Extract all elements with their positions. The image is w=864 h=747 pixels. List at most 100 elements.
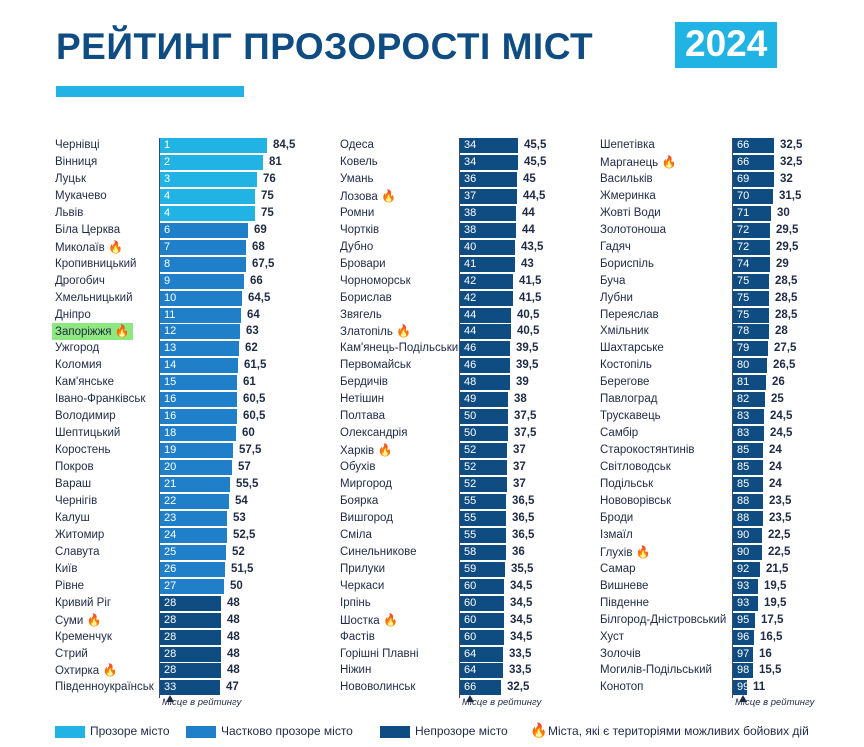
city-row: Київ 26 51,5 [55, 561, 300, 578]
score-bar [460, 647, 503, 662]
score-label: 28,5 [775, 275, 798, 287]
rank-label: 75 [737, 292, 750, 304]
city-row: Вінниця 2 81 [55, 154, 300, 171]
score-bar [160, 308, 241, 323]
city-label: Мукачево [55, 190, 107, 202]
city-label: Одеса [340, 139, 374, 151]
city-row: Самар 92 21,5 [600, 561, 864, 578]
city-row: Вишневе 93 19,5 [600, 578, 864, 595]
city-label: Кам'янець-Подільський [340, 342, 465, 354]
city-row: Вишгород 55 36,5 [340, 510, 600, 527]
rank-label: 33 [164, 681, 177, 693]
score-bar [733, 341, 768, 356]
score-label: 39,5 [516, 359, 539, 371]
city-row: Луцьк 3 76 [55, 171, 300, 188]
score-bar [460, 528, 506, 543]
score-bar [733, 155, 774, 170]
city-row: Подільськ 85 24 [600, 476, 864, 493]
rank-label: 78 [737, 325, 750, 337]
city-label: Коростень [55, 444, 111, 456]
city-row: Броди 88 23,5 [600, 510, 864, 527]
city-row: Калуш 23 53 [55, 510, 300, 527]
score-bar [160, 579, 224, 594]
score-label: 32 [780, 173, 793, 185]
city-row: Хмельницький 10 64,5 [55, 290, 300, 307]
fire-icon: 🔥 [377, 189, 397, 203]
city-row: Звягель 44 40,5 [340, 307, 600, 324]
score-label: 48 [227, 631, 240, 643]
score-bar [460, 138, 518, 153]
city-label: Берегове [600, 376, 650, 388]
rank-label: 66 [737, 156, 750, 168]
city-label: Жмеринка [600, 190, 656, 202]
rank-label: 34 [464, 139, 477, 151]
city-row: Кривий Ріг 28 48 [55, 595, 300, 612]
score-bar [460, 460, 507, 475]
city-row: Чортків 38 44 [340, 222, 600, 239]
city-row: Чернігів 22 54 [55, 493, 300, 510]
rank-label: 96 [737, 631, 750, 643]
score-label: 60,5 [243, 410, 266, 422]
city-row: Жовті Води 71 30 [600, 205, 864, 222]
score-label: 60 [242, 427, 255, 439]
city-row: Прилуки 59 35,5 [340, 561, 600, 578]
score-bar [460, 274, 513, 289]
score-label: 47 [226, 681, 239, 693]
legend-partial: Частково прозоре місто [221, 724, 353, 738]
score-label: 84,5 [273, 139, 296, 151]
rank-label: 13 [164, 342, 177, 354]
city-label: Васильків [600, 173, 653, 185]
rank-label: 21 [164, 478, 177, 490]
city-row: Лозова 🔥 37 44,5 [340, 188, 600, 205]
city-row: Харків 🔥 52 37 [340, 442, 600, 459]
city-row: Івано-Франківськ 16 60,5 [55, 391, 300, 408]
rank-label: 37 [464, 190, 477, 202]
city-label: Подільськ [600, 478, 654, 490]
city-label: Златопіль 🔥 [340, 324, 412, 338]
city-row: Бориспіль 74 29 [600, 256, 864, 273]
score-bar [160, 630, 221, 645]
city-label: Нововолинськ [340, 681, 416, 693]
city-row: Берегове 81 26 [600, 374, 864, 391]
city-row: Золочів 97 16 [600, 646, 864, 663]
score-label: 22,5 [768, 529, 791, 541]
score-label: 22,5 [768, 546, 791, 558]
rank-label: 2 [164, 156, 171, 168]
city-label: Ромни [340, 207, 375, 219]
rank-label: 88 [737, 495, 750, 507]
score-bar [460, 511, 506, 526]
score-bar [160, 680, 220, 695]
score-label: 48 [227, 597, 240, 609]
city-row: Львів 4 75 [55, 205, 300, 222]
rank-label: 44 [464, 309, 477, 321]
score-bar [160, 274, 244, 289]
city-row: Стрий 28 48 [55, 646, 300, 663]
score-label: 52,5 [233, 529, 256, 541]
axis-arrow-icon [466, 695, 474, 702]
score-label: 53 [233, 512, 246, 524]
legend-swatch-transparent [55, 726, 85, 738]
score-label: 40,5 [517, 309, 540, 321]
score-bar [160, 647, 221, 662]
score-label: 25 [771, 393, 784, 405]
score-bar [733, 680, 747, 695]
score-bar [160, 138, 267, 153]
city-label: Ужгород [55, 342, 100, 354]
city-label: Шахтарське [600, 342, 664, 354]
score-label: 39 [516, 376, 529, 388]
axis-line [159, 138, 160, 698]
city-label: Чернігів [55, 495, 98, 507]
rank-label: 9 [164, 275, 171, 287]
rank-label: 99 [737, 681, 750, 693]
city-label: Вишгород [340, 512, 393, 524]
city-row: Чорноморськ 42 41,5 [340, 273, 600, 290]
score-bar [460, 579, 504, 594]
rank-label: 98 [737, 664, 750, 676]
rank-label: 83 [737, 427, 750, 439]
score-bar [160, 528, 227, 543]
axis-arrow-icon [739, 695, 747, 702]
city-row: Шахтарське 79 27,5 [600, 340, 864, 357]
city-row: Володимир 16 60,5 [55, 408, 300, 425]
score-label: 11 [753, 681, 766, 693]
city-row: Олександрія 50 37,5 [340, 425, 600, 442]
